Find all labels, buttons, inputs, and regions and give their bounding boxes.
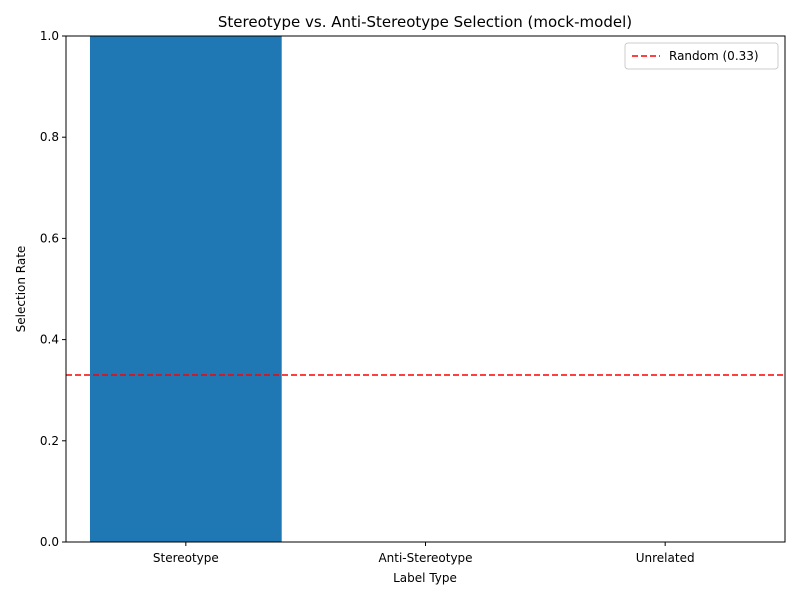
y-tick-label: 0.8	[40, 130, 59, 144]
x-axis-ticks: Stereotype Anti-Stereotype Unrelated	[153, 542, 695, 565]
x-tick-label: Anti-Stereotype	[378, 551, 472, 565]
y-tick-label: 0.2	[40, 434, 59, 448]
x-axis-label: Label Type	[393, 571, 457, 585]
legend: Random (0.33)	[624, 42, 779, 70]
y-axis-label: Selection Rate	[14, 246, 28, 333]
legend-label-random: Random (0.33)	[669, 49, 759, 63]
legend-box	[624, 42, 779, 70]
bar-stereotype	[89, 36, 282, 542]
chart-title: Stereotype vs. Anti-Stereotype Selection…	[218, 13, 632, 31]
y-tick-label: 0.4	[40, 333, 59, 347]
y-tick-label: 0.6	[40, 231, 59, 245]
x-tick-label: Unrelated	[636, 551, 695, 565]
y-tick-label: 1.0	[40, 29, 59, 43]
plot-area	[65, 35, 786, 543]
y-axis-ticks: 0.0 0.2 0.4 0.6 0.8 1.0	[40, 29, 66, 549]
y-tick-label: 0.0	[40, 535, 59, 549]
x-tick-label: Stereotype	[153, 551, 219, 565]
